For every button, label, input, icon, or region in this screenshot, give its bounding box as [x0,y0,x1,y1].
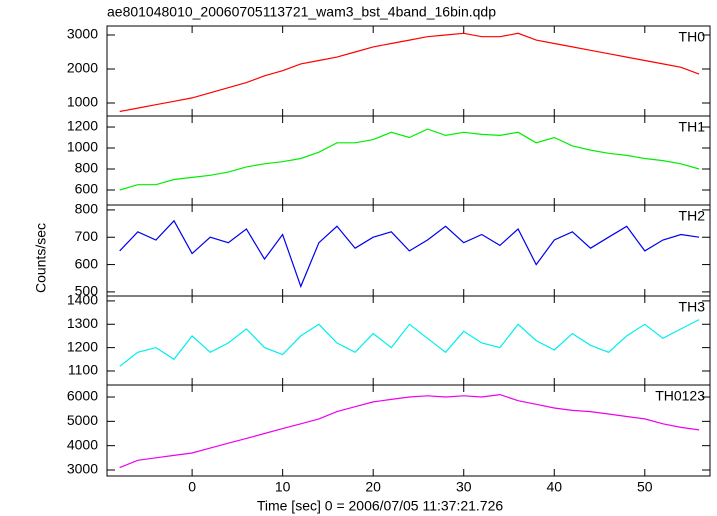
data-line [119,393,700,469]
data-line [119,32,700,113]
y-tick-label: 6000 [67,388,98,404]
y-tick-label: 3000 [67,26,98,42]
y-tick-label: 4000 [67,436,98,452]
x-tick-label: 50 [637,479,653,495]
panel-label: TH0123 [655,388,705,404]
y-tick-label: 700 [75,228,99,244]
y-tick-label: 3000 [67,461,98,477]
data-line [119,128,700,191]
panel-label: TH1 [679,119,706,135]
y-tick-label: 2000 [67,60,98,76]
panel-label: TH3 [679,299,706,315]
y-tick-label: 1000 [67,139,98,155]
x-tick-label: 40 [546,479,562,495]
data-line [119,219,700,289]
x-tick-label: 0 [188,479,196,495]
y-tick-label: 800 [75,160,99,176]
y-tick-label: 1300 [67,315,98,331]
y-tick-label: 600 [75,255,99,271]
y-tick-label: 600 [75,181,99,197]
y-axis-label: Counts/sec [33,223,49,293]
y-tick-label: 5000 [67,412,98,428]
y-tick-label: 1100 [68,362,98,378]
panel-label: TH2 [679,208,706,224]
x-tick-label: 30 [456,479,472,495]
x-tick-label: 20 [365,479,381,495]
data-line [119,319,700,367]
panel-frame [106,384,711,477]
y-tick-label: 1200 [67,118,98,134]
panel-frame [106,25,711,117]
panel-frame [106,115,711,206]
y-tick-label: 1400 [67,292,98,308]
panel-label: TH0 [679,29,706,45]
y-tick-label: 1200 [67,338,98,354]
x-tick-label: 10 [275,479,291,495]
y-tick-label: 1000 [67,94,98,110]
chart-title: ae801048010_20060705113721_wam3_bst_4ban… [107,4,496,20]
y-tick-label: 500 [75,283,99,299]
y-tick-label: 800 [75,201,99,217]
x-axis-label: Time [sec] 0 = 2006/07/05 11:37:21.726 [257,498,504,514]
